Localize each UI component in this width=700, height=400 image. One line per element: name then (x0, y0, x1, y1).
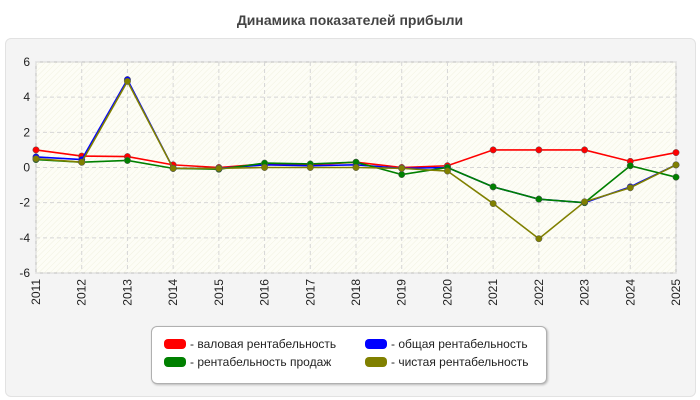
legend-swatch (164, 339, 186, 349)
legend: - валовая рентабельность - общая рентабе… (151, 326, 547, 384)
x-tick-label: 2015 (212, 279, 226, 306)
data-point[interactable] (32, 155, 40, 163)
x-tick-label: 2018 (349, 279, 363, 306)
x-tick-label: 2014 (166, 279, 180, 306)
y-tick-label: -2 (19, 196, 30, 210)
data-point[interactable] (581, 146, 589, 154)
data-point[interactable] (261, 164, 269, 171)
data-point[interactable] (489, 200, 497, 207)
data-point[interactable] (443, 167, 451, 175)
data-point[interactable] (78, 158, 86, 166)
x-tick-label: 2021 (486, 279, 500, 306)
data-point[interactable] (535, 235, 543, 243)
x-tick-label: 2024 (623, 279, 637, 306)
legend-item-net[interactable]: - чистая рентабельность (365, 354, 528, 370)
x-tick-label: 2023 (578, 279, 592, 306)
data-point[interactable] (626, 184, 634, 192)
legend-swatch (164, 357, 186, 367)
data-point[interactable] (123, 157, 131, 164)
legend-item-total[interactable]: - общая рентабельность (365, 336, 528, 352)
legend-swatch (365, 357, 387, 367)
x-tick-label: 2019 (395, 279, 409, 306)
data-point[interactable] (398, 171, 406, 178)
legend-swatch (365, 339, 387, 349)
series-group (32, 76, 680, 243)
y-tick-label: 0 (23, 161, 30, 175)
y-tick-label: 6 (23, 55, 30, 69)
x-tick-label: 2022 (532, 279, 546, 306)
legend-item-sales[interactable]: - рентабельность продаж (164, 354, 331, 370)
chart-title: Динамика показателей прибыли (236, 12, 464, 28)
data-point[interactable] (535, 195, 543, 203)
data-point[interactable] (123, 77, 131, 85)
y-tick-label: -6 (19, 266, 30, 280)
legend-item-gross[interactable]: - валовая рентабельность (164, 336, 336, 352)
x-tick-label: 2013 (120, 279, 134, 306)
x-axis-ticks: 2011 2012 2013 2014 2015 2016 2017 2018 2019 2020… (29, 279, 683, 306)
x-tick-label: 2011 (29, 279, 43, 305)
y-axis-ticks: 6 4 2 0 -2 -4 -6 (19, 55, 30, 280)
legend-label: - рентабельность продаж (190, 355, 332, 369)
x-tick-label: 2020 (440, 279, 454, 306)
legend-label: - валовая рентабельность (190, 337, 337, 351)
data-point[interactable] (215, 164, 223, 172)
data-point[interactable] (489, 183, 497, 191)
data-point[interactable] (489, 146, 497, 154)
y-tick-label: 4 (23, 90, 30, 104)
y-tick-label: -4 (19, 231, 30, 245)
legend-label: - чистая рентабельность (391, 355, 529, 369)
data-point[interactable] (581, 198, 589, 206)
x-tick-label: 2025 (669, 279, 683, 306)
legend-label: - общая рентабельность (391, 337, 528, 351)
data-point[interactable] (352, 164, 360, 171)
data-point[interactable] (672, 149, 680, 157)
data-point[interactable] (672, 161, 680, 169)
y-tick-label: 2 (23, 125, 30, 139)
data-point[interactable] (32, 146, 40, 154)
data-point[interactable] (672, 173, 680, 181)
x-tick-label: 2016 (258, 279, 272, 306)
data-point[interactable] (398, 164, 406, 172)
x-tick-label: 2017 (303, 279, 317, 306)
data-point[interactable] (169, 164, 177, 172)
x-tick-label: 2012 (75, 279, 89, 306)
data-point[interactable] (626, 162, 634, 170)
data-point[interactable] (535, 146, 543, 154)
data-point[interactable] (306, 164, 314, 171)
